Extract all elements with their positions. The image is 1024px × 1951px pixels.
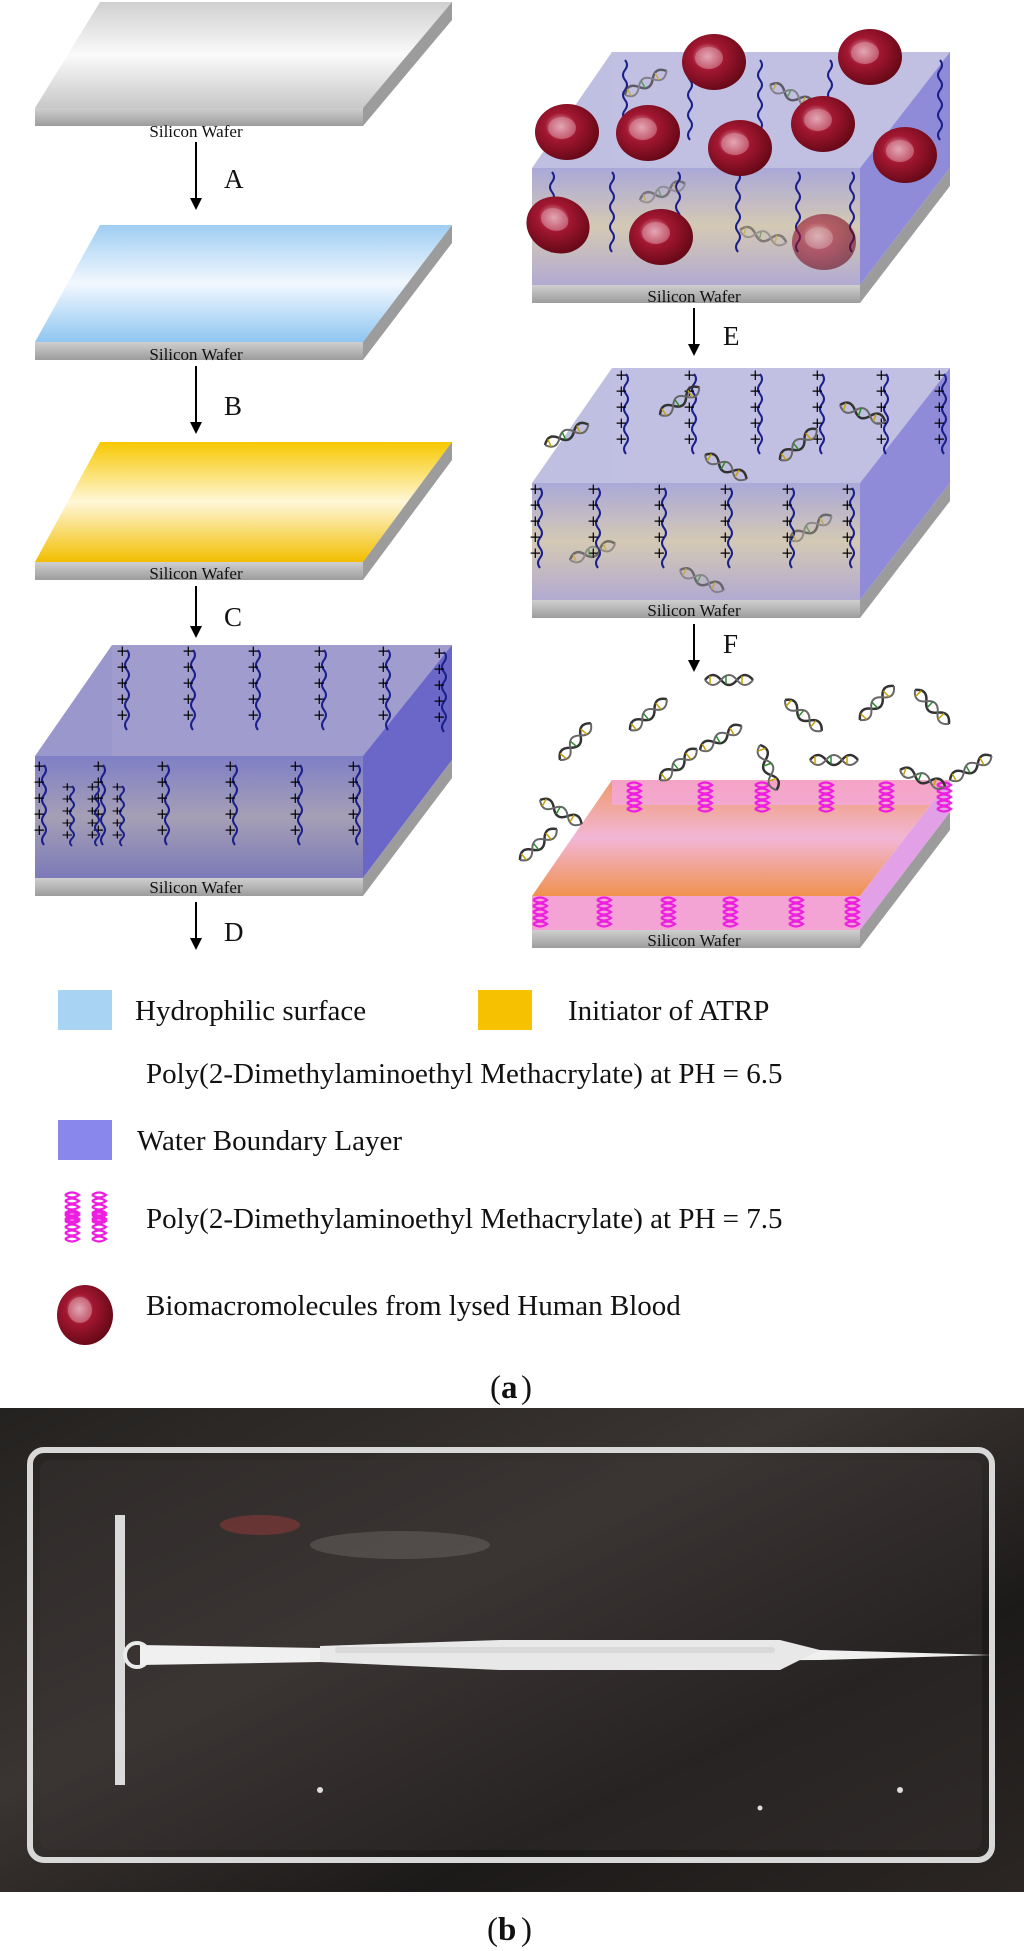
step-label-c: C — [224, 602, 242, 632]
wafer-label: Silicon Wafer — [647, 931, 741, 950]
step-label-f: F — [723, 629, 738, 659]
legend-water-layer-text: Water Boundary Layer — [137, 1125, 402, 1157]
step-3-initiator-wafer: Silicon Wafer — [35, 442, 452, 583]
step-label-b: B — [224, 391, 242, 421]
step-label-d: D — [224, 917, 244, 947]
red-blood-cell-icon — [57, 1285, 113, 1345]
arrow-d: D — [190, 902, 244, 950]
wafer-label: Silicon Wafer — [149, 878, 243, 897]
light-blue-swatch-icon — [58, 990, 112, 1030]
arrow-b: B — [190, 366, 242, 434]
arrow-f: F — [688, 624, 738, 672]
svg-text:): ) — [521, 1370, 532, 1406]
panel-label-a-letter: a — [501, 1370, 518, 1406]
lavender-swatch-icon — [58, 1120, 112, 1160]
step-6-dna-capture-wafer: Silicon Wafer — [528, 365, 950, 620]
panel-label-a: ( a ) — [490, 1370, 532, 1406]
panel-label-b: ( b ) — [487, 1912, 532, 1948]
wafer-label: Silicon Wafer — [647, 601, 741, 620]
step-5-blood-adsorption-wafer: Silicon Wafer — [518, 29, 950, 306]
step-4-polymer-brush-wafer: Silicon Wafer — [32, 641, 452, 897]
svg-text:(: ( — [487, 1912, 498, 1948]
svg-text:): ) — [521, 1912, 532, 1948]
magenta-coil-icon — [63, 1191, 108, 1243]
yellow-swatch-icon — [478, 990, 532, 1030]
legend-polymer-ph75-text: Poly(2-Dimethylaminoethyl Methacrylate) … — [146, 1203, 783, 1235]
step-7-dna-release-wafer: Silicon Wafer — [515, 673, 996, 950]
arrow-e: E — [688, 308, 740, 356]
wafer-label: Silicon Wafer — [149, 564, 243, 583]
svg-text:(: ( — [490, 1370, 501, 1406]
arrow-a: A — [190, 142, 244, 210]
wafer-label: Silicon Wafer — [149, 345, 243, 364]
arrow-c: C — [190, 586, 242, 638]
step-label-e: E — [723, 321, 740, 351]
panel-label-b-letter: b — [498, 1912, 516, 1948]
step-2-hydrophilic-wafer: Silicon Wafer — [35, 225, 452, 364]
legend-initiator-text: Initiator of ATRP — [568, 995, 769, 1027]
wafer-label: Silicon Wafer — [647, 287, 741, 306]
legend-biomacromolecules-text: Biomacromolecules from lysed Human Blood — [146, 1290, 681, 1322]
step-1-plain-wafer: Silicon Wafer — [35, 2, 452, 141]
microfluidic-chip-photo — [0, 1408, 1024, 1892]
step-label-a: A — [224, 164, 244, 194]
legend-polymer-ph65-text: Poly(2-Dimethylaminoethyl Methacrylate) … — [146, 1058, 783, 1090]
legend: Hydrophilic surface Initiator of ATRP Po… — [57, 780, 783, 1345]
wafer-label: Silicon Wafer — [149, 122, 243, 141]
legend-hydrophilic-text: Hydrophilic surface — [135, 995, 366, 1027]
charged-polymer-chains-icon — [60, 780, 125, 847]
